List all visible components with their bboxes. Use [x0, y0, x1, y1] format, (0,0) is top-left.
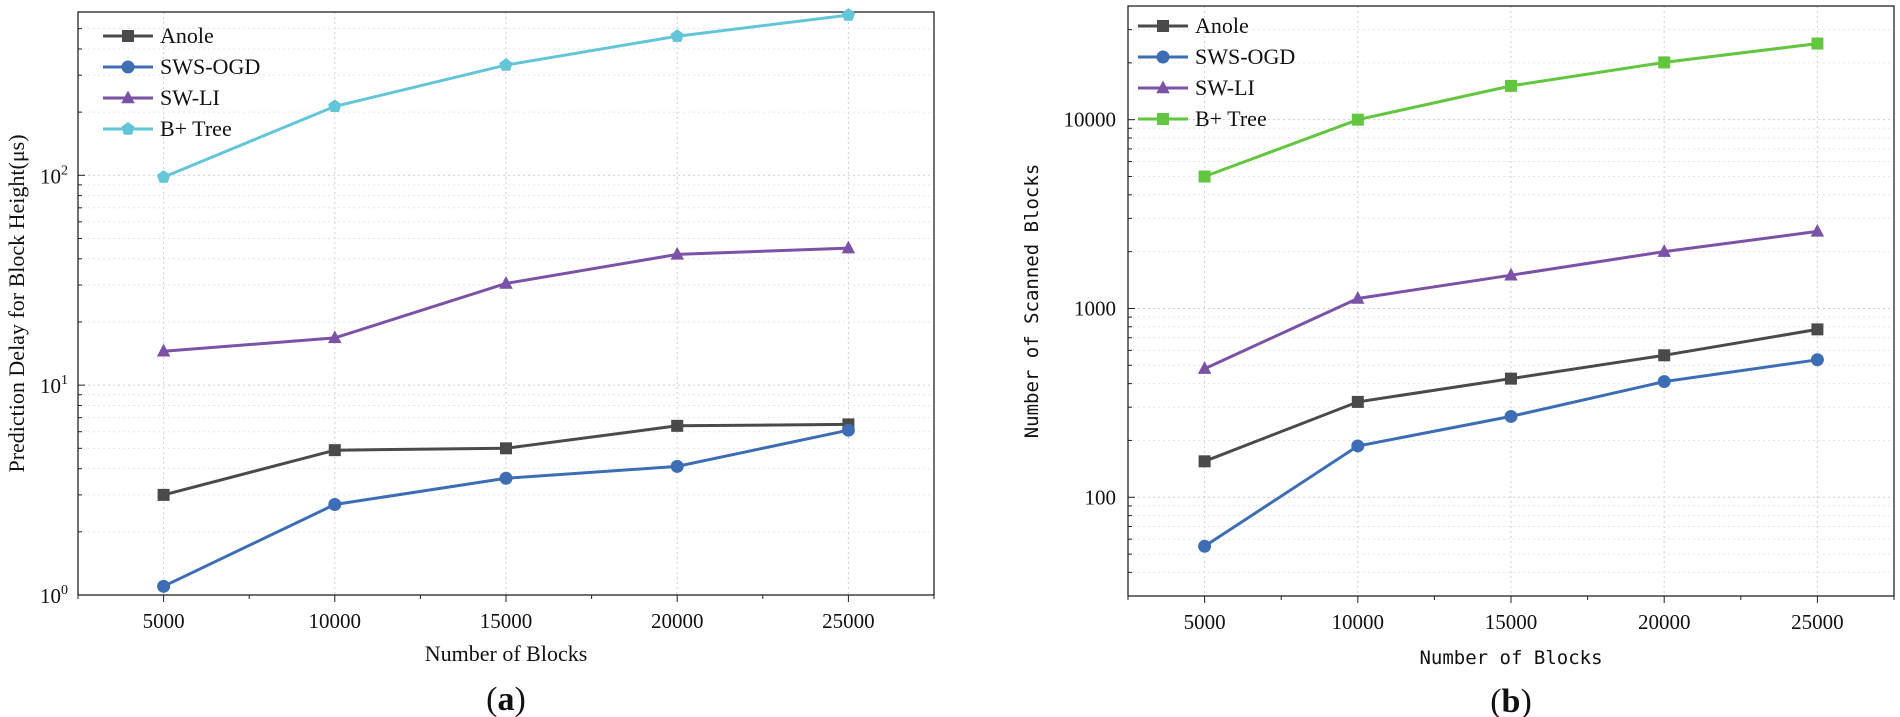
data-point	[841, 8, 856, 21]
data-point	[1657, 244, 1671, 257]
legend-label: SW-LI	[160, 85, 220, 110]
x-tick-label: 20000	[1638, 610, 1691, 634]
data-point	[328, 99, 342, 112]
data-point	[328, 497, 342, 511]
legend-marker	[121, 90, 135, 104]
x-tick-label: 20000	[651, 609, 704, 633]
legend-label: SWS-OGD	[1195, 44, 1295, 69]
legend: Anole SWS-OGD SW-LI B+ Tree	[103, 23, 260, 141]
legend-marker	[1156, 80, 1170, 94]
data-point	[156, 170, 171, 183]
legend-marker	[121, 122, 135, 135]
legend-label: Anole	[1195, 13, 1249, 38]
x-tick-label: 25000	[1791, 610, 1844, 634]
data-point	[1198, 170, 1211, 183]
x-tick-label: 15000	[1485, 610, 1538, 634]
data-point	[156, 343, 171, 357]
panel-label: (a)	[486, 681, 526, 717]
y-axis-label: Number of Scanned Blocks	[1021, 164, 1043, 439]
data-point	[1505, 372, 1517, 385]
legend-marker	[1156, 50, 1170, 64]
data-point	[1658, 349, 1671, 362]
legend-marker	[121, 60, 135, 74]
legend-marker	[1157, 113, 1169, 125]
data-point	[670, 246, 684, 260]
series-sws-ogd	[1198, 353, 1824, 553]
data-point	[157, 488, 170, 501]
x-tick-label: 5000	[143, 609, 185, 633]
data-point	[328, 444, 341, 457]
y-tick-label: 102	[40, 163, 68, 188]
series-sws-ogd	[157, 423, 855, 593]
legend-label: SWS-OGD	[160, 54, 260, 79]
legend-marker	[1157, 20, 1169, 32]
panel-label: (b)	[1490, 683, 1532, 717]
x-axis-label: Number of Blocks	[425, 641, 588, 666]
data-point	[1810, 223, 1825, 237]
data-point	[1351, 290, 1365, 304]
legend-label: B+ Tree	[160, 116, 232, 141]
y-axis-label: Prediction Delay for Block Height(μs)	[4, 134, 29, 472]
data-point	[500, 442, 512, 455]
legend-label: Anole	[160, 23, 214, 48]
data-point	[841, 423, 855, 437]
x-tick-label: 10000	[1332, 610, 1385, 634]
data-point	[1505, 79, 1517, 92]
chart-panel-b: 5000 10000 15000 20000 25000 100 1000 10000 Numb…	[1021, 5, 1895, 717]
series-anole	[1198, 323, 1824, 468]
y-tick-label: 100	[1085, 485, 1117, 509]
data-point	[1198, 455, 1211, 468]
legend-label: SW-LI	[1195, 75, 1255, 100]
series-b-tree	[1198, 37, 1824, 183]
data-point	[671, 419, 684, 432]
data-point	[1504, 409, 1518, 423]
chart-panel-a: 5000 10000 15000 20000 25000 100 101 102 Number …	[4, 8, 935, 717]
data-point	[1658, 56, 1671, 69]
series-sw-li	[156, 240, 856, 357]
data-point	[499, 58, 513, 71]
legend: Anole SWS-OGD SW-LI B+ Tree	[1138, 13, 1295, 131]
data-point	[1811, 37, 1824, 50]
legend-marker	[122, 30, 134, 42]
series-b-tree	[156, 8, 856, 183]
data-point	[499, 471, 513, 485]
x-tick-label: 25000	[822, 609, 875, 633]
data-point	[499, 276, 513, 289]
y-tick-label: 1000	[1074, 296, 1116, 320]
y-tick-label: 10000	[1064, 108, 1117, 132]
data-point	[1197, 361, 1212, 374]
series-sw-li	[1197, 223, 1825, 374]
y-tick-label: 100	[40, 583, 68, 608]
data-point	[670, 29, 684, 42]
x-tick-label: 15000	[480, 609, 533, 633]
data-point	[1351, 113, 1364, 126]
data-point	[1198, 539, 1212, 553]
x-tick-label: 10000	[309, 609, 362, 633]
legend-label: B+ Tree	[1195, 106, 1267, 131]
x-axis-label: Number of Blocks	[1419, 647, 1602, 669]
data-point	[1351, 439, 1365, 453]
y-tick-label: 101	[40, 373, 68, 398]
data-point	[1351, 395, 1364, 408]
data-point	[841, 240, 856, 254]
data-point	[1657, 375, 1671, 389]
data-point	[157, 579, 171, 593]
data-point	[1504, 267, 1518, 281]
data-point	[1810, 353, 1824, 367]
data-point	[1811, 323, 1824, 336]
x-tick-label: 5000	[1184, 610, 1226, 634]
data-point	[328, 330, 342, 344]
data-point	[670, 459, 684, 473]
